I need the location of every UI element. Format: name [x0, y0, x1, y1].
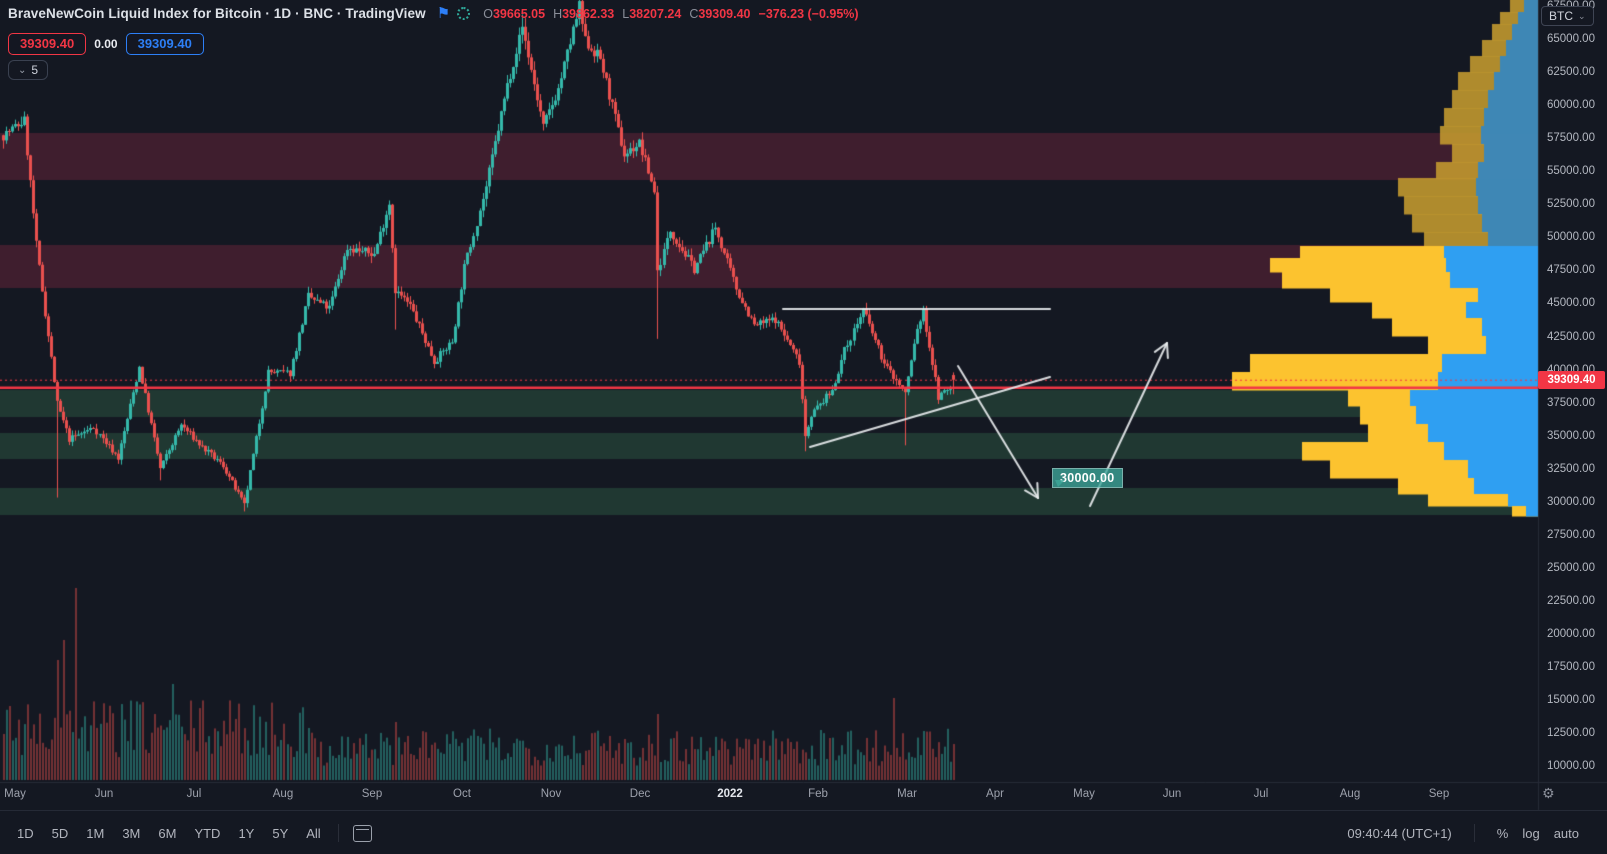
- open-label: O: [483, 6, 493, 21]
- time-tick-year: 2022: [717, 788, 743, 800]
- quote-row: 39309.40 0.00 39309.40: [8, 33, 204, 55]
- buy-price-button[interactable]: 39309.40: [125, 33, 204, 55]
- chevron-down-icon: ⌄: [1578, 10, 1586, 21]
- time-tick: Aug: [272, 788, 294, 800]
- time-tick: Mar: [897, 788, 917, 800]
- high-label: H: [553, 6, 563, 21]
- price-tick: 52500.00: [1547, 198, 1595, 211]
- time-tick: Apr: [986, 788, 1004, 800]
- percent-scale-button[interactable]: %: [1496, 825, 1509, 841]
- range-button-1d[interactable]: 1D: [17, 825, 34, 841]
- range-button-all[interactable]: All: [306, 825, 321, 841]
- toolbar-right: 09:40:44 (UTC+1) % log auto: [1347, 824, 1579, 842]
- price-tick: 47500.00: [1547, 264, 1595, 277]
- price-tick: 30000.00: [1547, 495, 1595, 508]
- price-note-label[interactable]: 30000.00: [1052, 468, 1123, 488]
- price-tick: 50000.00: [1547, 231, 1595, 244]
- data-source-icon[interactable]: [457, 7, 471, 20]
- range-button-1m[interactable]: 1M: [86, 825, 105, 841]
- open-value: 39665.05: [492, 6, 546, 21]
- time-tick: May: [4, 788, 26, 800]
- unit-label: BTC: [1549, 9, 1573, 23]
- price-tick: 15000.00: [1547, 694, 1595, 707]
- price-tick: 20000.00: [1547, 628, 1595, 641]
- price-tick-partial: 67500.00: [1547, 0, 1595, 12]
- time-tick: Sep: [361, 788, 383, 800]
- price-tick: 37500.00: [1547, 396, 1595, 409]
- price-tick: 42500.00: [1547, 330, 1595, 343]
- price-tick: 35000.00: [1547, 429, 1595, 442]
- go-to-date-icon[interactable]: [352, 824, 372, 842]
- price-tick: 62500.00: [1547, 66, 1595, 79]
- price-tick: 57500.00: [1547, 132, 1595, 145]
- high-value: 39862.33: [562, 6, 615, 21]
- chart-header: BraveNewCoin Liquid Index for Bitcoin · …: [8, 6, 859, 21]
- price-axis[interactable]: 67500.00 65000.00 62500.00 60000.00 57500.00…: [1538, 0, 1607, 782]
- time-tick: Sep: [1428, 788, 1450, 800]
- ohlc-readout: O39665.05 H39862.33 L38207.24 C39309.40 …: [483, 7, 858, 21]
- price-tick: 32500.00: [1547, 462, 1595, 475]
- low-value: 38207.24: [629, 6, 682, 21]
- range-button-6m[interactable]: 6M: [158, 825, 177, 841]
- sell-price-button[interactable]: 39309.40: [8, 33, 87, 55]
- drawings-count-chip[interactable]: ⌄ 5: [8, 60, 49, 80]
- time-axis[interactable]: ⚙ May Jun Jul Aug Sep Oct Nov Dec 2022 Feb Mar Apr M…: [0, 782, 1607, 810]
- auto-scale-button[interactable]: auto: [1553, 825, 1579, 841]
- price-tick: 55000.00: [1547, 165, 1595, 178]
- price-tick: 12500.00: [1547, 727, 1595, 740]
- price-tick: 10000.00: [1547, 760, 1595, 773]
- price-tick: 17500.00: [1547, 661, 1595, 674]
- chevron-down-icon: ⌄: [18, 64, 27, 76]
- gear-icon[interactable]: ⚙: [1542, 785, 1555, 801]
- bottom-toolbar: 1D 5D 1M 3M 6M YTD 1Y 5Y All 09:40:44 (UTC+1) % …: [0, 810, 1607, 854]
- log-scale-button[interactable]: log: [1522, 825, 1540, 841]
- price-tick: 65000.00: [1547, 33, 1595, 45]
- price-tick: 27500.00: [1547, 528, 1595, 541]
- close-label: C: [689, 6, 699, 21]
- symbol-title[interactable]: BraveNewCoin Liquid Index for Bitcoin · …: [8, 6, 426, 21]
- flag-symbol-icon[interactable]: ⚑: [436, 5, 451, 22]
- range-button-5d[interactable]: 5D: [51, 825, 69, 841]
- low-label: L: [622, 6, 630, 21]
- range-button-5y[interactable]: 5Y: [272, 825, 289, 841]
- range-button-3m[interactable]: 3M: [122, 825, 141, 841]
- time-tick: Jul: [186, 788, 202, 800]
- divider: [1473, 824, 1475, 842]
- time-tick: Jun: [94, 788, 114, 800]
- time-tick: Feb: [808, 788, 828, 800]
- time-tick: Oct: [453, 788, 471, 800]
- time-tick: Dec: [629, 788, 651, 800]
- unit-selector-badge[interactable]: BTC ⌄: [1541, 6, 1594, 26]
- range-switcher: 1D 5D 1M 3M 6M YTD 1Y 5Y All: [8, 823, 372, 844]
- change-value: −376.23 (−0.95%): [758, 6, 859, 21]
- close-value: 39309.40: [698, 6, 751, 21]
- current-price-badge: 39309.40: [1538, 370, 1605, 389]
- time-tick: Jul: [1253, 788, 1269, 800]
- time-tick: Nov: [540, 788, 562, 800]
- time-tick: Jun: [1162, 788, 1182, 800]
- clock-display[interactable]: 09:40:44 (UTC+1): [1347, 825, 1452, 841]
- time-tick: May: [1073, 788, 1095, 800]
- time-tick: Aug: [1339, 788, 1361, 800]
- drawings-count: 5: [31, 63, 39, 77]
- range-button-1y[interactable]: 1Y: [238, 825, 255, 841]
- range-button-ytd[interactable]: YTD: [194, 825, 221, 841]
- price-tick: 22500.00: [1547, 595, 1595, 608]
- price-tick: 25000.00: [1547, 561, 1595, 574]
- spread-value: 0.00: [94, 37, 118, 51]
- price-tick: 60000.00: [1547, 99, 1595, 112]
- price-tick: 45000.00: [1547, 297, 1595, 310]
- divider: [337, 824, 339, 842]
